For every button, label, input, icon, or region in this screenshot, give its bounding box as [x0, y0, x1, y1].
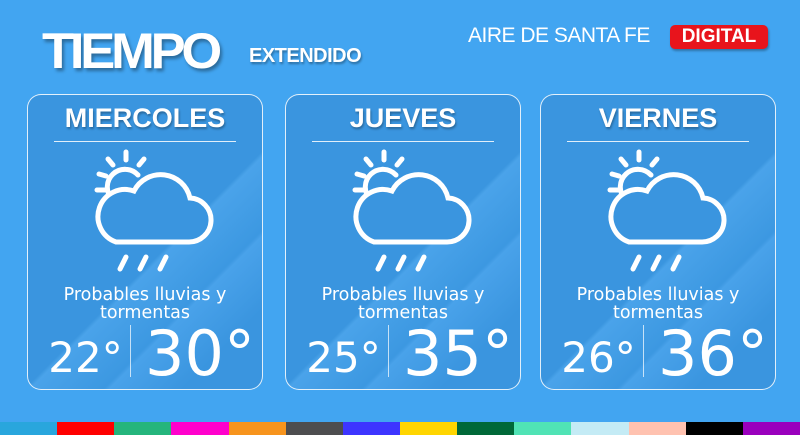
- color-stripe: [399, 422, 458, 435]
- color-stripe: [457, 422, 515, 435]
- color-stripe: [57, 422, 115, 435]
- brand-name: AIRE DE SANTA FE: [468, 24, 650, 47]
- color-stripe: [514, 422, 572, 435]
- min-temperature: 26°: [561, 333, 636, 382]
- color-stripe: [742, 422, 800, 435]
- temperature-separator: [388, 325, 389, 377]
- color-stripe: [628, 422, 686, 435]
- color-stripe: [114, 422, 172, 435]
- color-stripe: [571, 422, 629, 435]
- sun-cloud-rain-icon: [607, 149, 727, 272]
- color-stripe: [171, 422, 229, 435]
- forecast-description: Probables lluvias y tormentas: [63, 285, 227, 323]
- max-temperature: 35°: [403, 317, 513, 390]
- forecast-description: Probables lluvias y tormentas: [321, 285, 485, 323]
- divider: [567, 141, 749, 142]
- day-name: JUEVES: [349, 103, 457, 133]
- forecast-card: VIERNES Probables lluvias y tormentas 26…: [540, 94, 776, 390]
- digital-badge: DIGITAL: [670, 25, 768, 49]
- min-temperature: 25°: [306, 333, 381, 382]
- color-stripe: [342, 422, 400, 435]
- sun-cloud-rain-icon: [94, 149, 214, 272]
- max-temperature: 36°: [658, 317, 768, 390]
- page-subtitle: EXTENDIDO: [249, 45, 362, 67]
- day-name: MIERCOLES: [64, 103, 226, 133]
- color-stripe: [685, 422, 743, 435]
- max-temperature: 30°: [145, 317, 255, 390]
- divider: [54, 141, 236, 142]
- color-stripe: [228, 422, 286, 435]
- temperature-separator: [643, 325, 644, 377]
- divider: [312, 141, 494, 142]
- forecast-card: JUEVES Probables lluvias y tormentas 25°…: [285, 94, 521, 390]
- color-stripes: [0, 422, 800, 435]
- day-name: VIERNES: [598, 103, 718, 133]
- temperature-separator: [130, 325, 131, 377]
- sun-cloud-rain-icon: [352, 149, 472, 272]
- forecast-description: Probables lluvias y tormentas: [576, 285, 740, 323]
- min-temperature: 22°: [48, 333, 123, 382]
- color-stripe: [0, 422, 58, 435]
- color-stripe: [285, 422, 343, 435]
- page-title: TIEMPO: [42, 23, 222, 79]
- forecast-card: MIERCOLES Probables lluvias y tormentas …: [27, 94, 263, 390]
